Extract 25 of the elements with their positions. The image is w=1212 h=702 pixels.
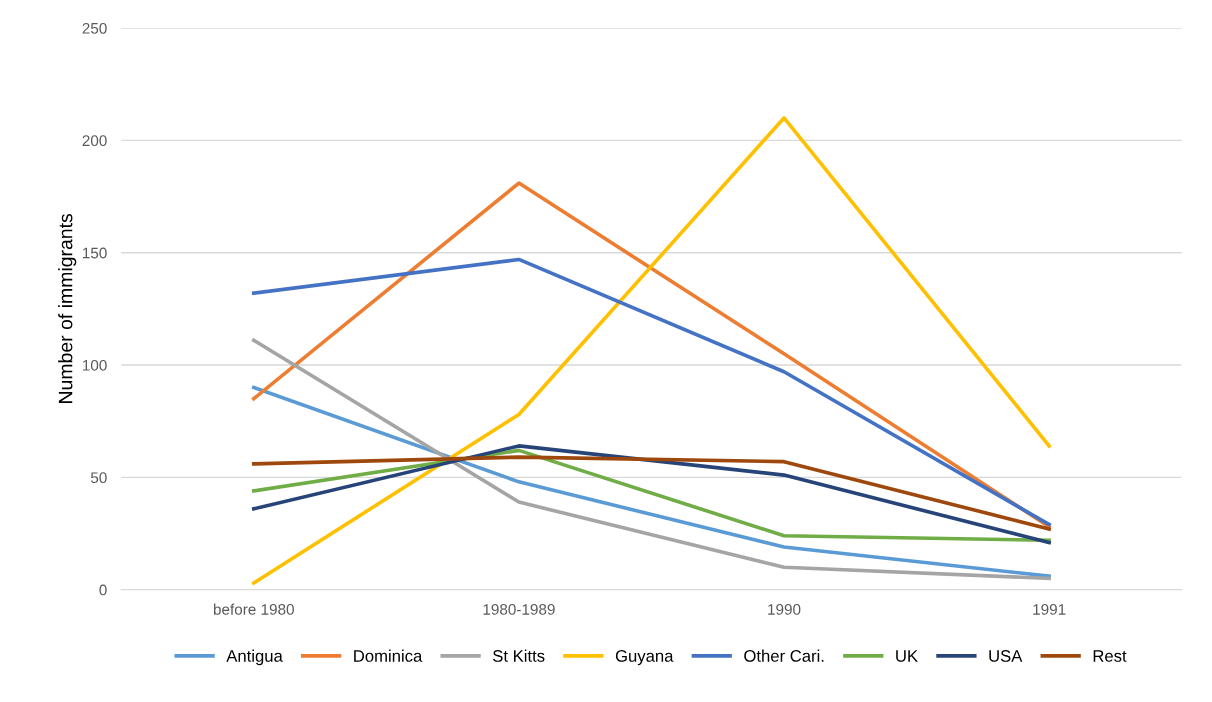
y-tick-label: 150: [82, 247, 107, 259]
legend-label: UK: [896, 650, 918, 662]
y-tick-label: 200: [82, 135, 107, 147]
y-tick-label: 100: [82, 359, 107, 371]
x-tick-label: 1980-1989: [483, 603, 555, 615]
legend-label: USA: [989, 650, 1023, 662]
line-series: [251, 455, 1051, 531]
legend-label: Other Cari.: [744, 649, 824, 662]
legend-label: Guyana: [615, 650, 674, 666]
y-axis-title: Number of immigrants: [58, 213, 77, 403]
line-series: [251, 385, 1051, 579]
y-tick-label: 50: [90, 472, 107, 484]
y-tick-label: 0: [99, 584, 107, 596]
legend-label: Antigua: [226, 649, 283, 666]
line-series: [251, 116, 1051, 585]
line-series: [251, 257, 1051, 527]
legend-label: Dominica: [354, 649, 423, 662]
line-series: [251, 181, 1051, 529]
line-series: [251, 338, 1051, 581]
x-tick-label: before 1980: [213, 603, 294, 615]
x-tick-label: 1991: [1033, 603, 1066, 615]
x-tick-label: 1990: [768, 603, 801, 615]
y-tick-label: 250: [82, 22, 107, 34]
legend-label: St Kitts: [493, 649, 545, 662]
legend-label: Rest: [1093, 650, 1127, 662]
